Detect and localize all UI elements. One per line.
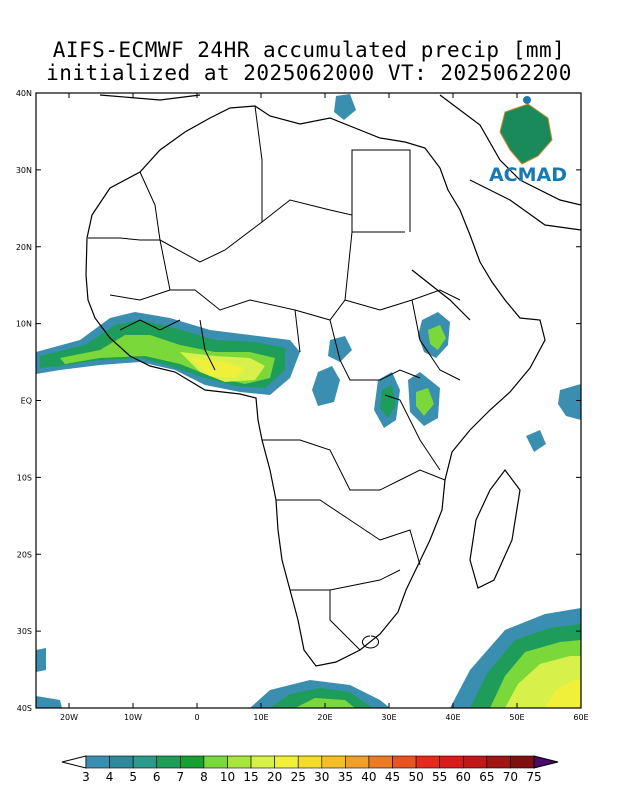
colorbar-label: 15 bbox=[243, 770, 258, 784]
colorbar-label: 20 bbox=[267, 770, 282, 784]
logo-text: ACMAD bbox=[489, 164, 567, 186]
colorbar-box bbox=[250, 755, 275, 769]
colorbar-box bbox=[415, 755, 440, 769]
colorbar-label: 4 bbox=[106, 770, 114, 784]
colorbar-box bbox=[274, 755, 299, 769]
colorbar-box bbox=[368, 755, 393, 769]
colorbar-under-arrow bbox=[61, 755, 87, 769]
lat-label: EQ bbox=[21, 397, 32, 406]
colorbar-label: 30 bbox=[314, 770, 329, 784]
acmad-logo: ACMAD bbox=[489, 96, 567, 186]
lon-label: 30E bbox=[381, 713, 396, 722]
colorbar-box bbox=[297, 755, 323, 769]
colorbar-label: 50 bbox=[408, 770, 423, 784]
lat-label: 30S bbox=[17, 627, 32, 636]
colorbar-box bbox=[132, 755, 158, 769]
colorbar-box bbox=[392, 755, 417, 769]
lon-label: 20W bbox=[60, 713, 78, 722]
colorbar-label: 8 bbox=[200, 770, 208, 784]
colorbar-label: 25 bbox=[291, 770, 306, 784]
colorbar-box bbox=[109, 755, 134, 769]
colorbar-box bbox=[321, 755, 346, 769]
lon-label: 0 bbox=[194, 713, 199, 722]
colorbar-box bbox=[486, 755, 511, 769]
colorbar-label: 5 bbox=[129, 770, 137, 784]
coastline bbox=[85, 94, 581, 667]
colorbar-label: 7 bbox=[176, 770, 184, 784]
colorbar-label: 45 bbox=[385, 770, 400, 784]
colorbar-over-arrow bbox=[533, 755, 559, 769]
colorbar-box bbox=[156, 755, 181, 769]
colorbar-label: 3 bbox=[82, 770, 90, 784]
country-borders bbox=[88, 105, 461, 651]
colorbar-box bbox=[439, 755, 464, 769]
lat-label: 20S bbox=[17, 550, 32, 559]
lat-label: 10N bbox=[16, 320, 32, 329]
colorbar-label: 60 bbox=[456, 770, 471, 784]
colorbar-label: 6 bbox=[153, 770, 161, 784]
colorbar-box bbox=[462, 755, 488, 769]
lat-label: 30N bbox=[16, 166, 32, 175]
lat-label: 40S bbox=[17, 704, 32, 713]
colorbar-box bbox=[203, 755, 228, 769]
lon-label: 50E bbox=[509, 713, 524, 722]
colorbar-box bbox=[510, 755, 535, 769]
lon-label: 40E bbox=[445, 713, 460, 722]
colorbar-label: 65 bbox=[479, 770, 494, 784]
colorbar-box bbox=[345, 755, 370, 769]
colorbar-label: 35 bbox=[338, 770, 353, 784]
colorbar: 3 4 5 6 7 8 10 15 20 25 30 35 40 45 50 55 60 65 70 75 bbox=[61, 755, 559, 784]
africa-logo-icon bbox=[499, 103, 553, 165]
colorbar-label: 55 bbox=[432, 770, 447, 784]
chart-title-line1: AIFS-ECMWF 24HR accumulated precip [mm] bbox=[52, 38, 566, 62]
colorbar-box bbox=[180, 755, 205, 769]
lat-label: 10S bbox=[17, 473, 32, 482]
colorbar-box bbox=[227, 755, 252, 769]
axes: 40N 30N 20N 10N EQ 10S 20S 30S 40S 20W 10W 0 10E 20E 3… bbox=[16, 89, 589, 722]
droplet-icon bbox=[523, 96, 531, 104]
colorbar-label: 70 bbox=[503, 770, 518, 784]
chart-title-line2: initialized at 2025062000 VT: 2025062200 bbox=[46, 61, 572, 85]
lon-label: 10E bbox=[253, 713, 268, 722]
lat-label: 20N bbox=[16, 243, 32, 252]
lon-label: 10W bbox=[124, 713, 142, 722]
colorbar-label: 10 bbox=[220, 770, 235, 784]
colorbar-label: 40 bbox=[361, 770, 376, 784]
lat-label: 40N bbox=[16, 89, 32, 98]
colorbar-box bbox=[85, 755, 110, 769]
precip-field bbox=[36, 94, 581, 708]
colorbar-label: 75 bbox=[526, 770, 541, 784]
lon-label: 20E bbox=[317, 713, 332, 722]
lon-label: 60E bbox=[573, 713, 588, 722]
